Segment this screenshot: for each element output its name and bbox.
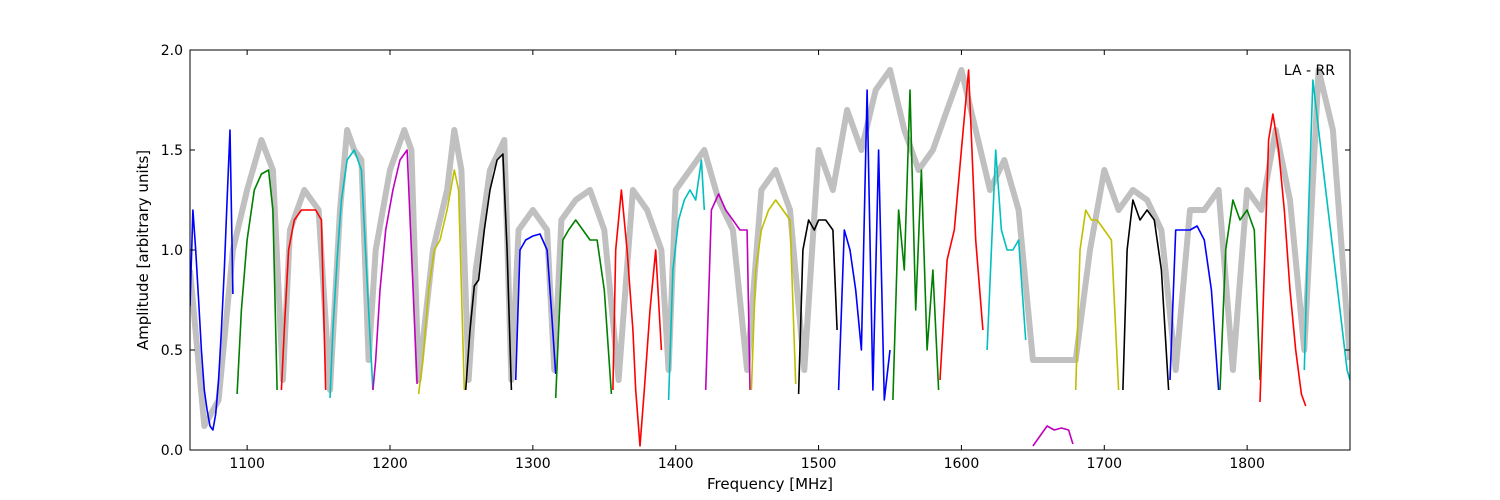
series-line-1 (236, 169, 278, 395)
series-line-17 (986, 149, 1027, 351)
series-line-8 (554, 219, 613, 399)
y-tick-label: 0.5 (161, 343, 183, 359)
annotation-label: LA - RR (1284, 63, 1335, 79)
x-tick-label: 1300 (515, 456, 551, 472)
series-line-22 (1219, 199, 1261, 391)
x-tick-label: 1100 (229, 456, 265, 472)
y-tick-label: 2.0 (161, 43, 183, 59)
x-tick-label: 1500 (801, 456, 837, 472)
x-axis-label: Frequency [MHz] (707, 475, 833, 493)
series-line-19 (1074, 209, 1120, 391)
x-tick-label: 1200 (372, 456, 408, 472)
x-tick-label: 1400 (658, 456, 694, 472)
x-tick-label: 1600 (944, 456, 980, 472)
series-line-13 (797, 219, 838, 395)
y-tick-label: 1.5 (161, 143, 183, 159)
series-line-12 (750, 199, 797, 391)
series-line-15 (892, 89, 940, 401)
series-layer (190, 69, 1350, 447)
tick-layer: 1100 1200 1300 1400 1500 1600 1700 1800 0.0 0.5 1.… (161, 43, 1350, 472)
y-tick-label: 0.0 (161, 443, 183, 459)
x-tick-label: 1800 (1229, 456, 1265, 472)
x-tick-label: 1700 (1086, 456, 1122, 472)
series-line-23 (1259, 113, 1307, 407)
series-line-16 (939, 69, 984, 381)
series-line-14 (837, 89, 891, 401)
y-tick-label: 1.0 (161, 243, 183, 259)
series-line-2 (280, 209, 327, 391)
series-line-20 (1122, 199, 1170, 391)
y-axis-label: Amplitude [arbitrary units] (134, 150, 152, 350)
series-line-0 (190, 129, 234, 431)
series-line-3 (329, 149, 374, 399)
series-line-6 (464, 153, 513, 391)
series-line-21 (1169, 225, 1220, 391)
series-line-9 (612, 189, 663, 447)
series-line-11 (704, 193, 751, 391)
series-line-10 (667, 159, 706, 401)
series-line-5 (417, 169, 466, 395)
series-line-18 (1032, 425, 1074, 447)
series-line-4 (372, 149, 418, 391)
series-line-7 (514, 233, 557, 381)
series-line-24 (1303, 79, 1350, 381)
